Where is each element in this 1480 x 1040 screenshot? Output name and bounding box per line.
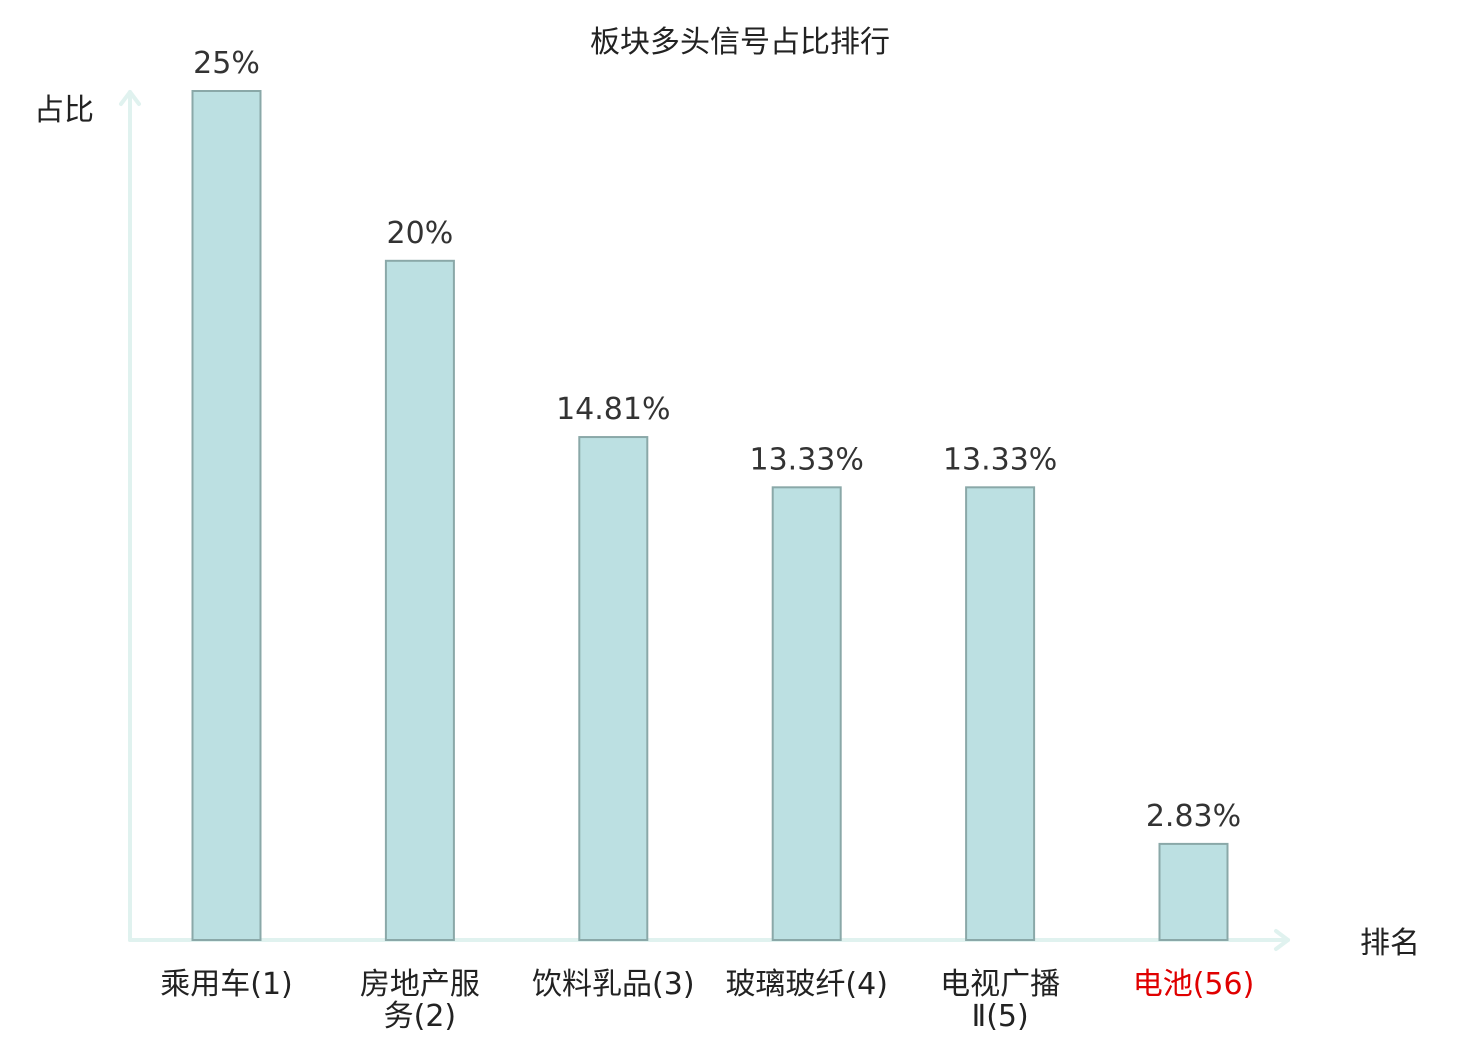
bar-value-label: 25% [193,46,260,81]
x-axis-arrow [1274,929,1290,951]
bar [771,486,842,941]
bar-value-label: 13.33% [750,442,864,477]
value-labels-group: 25% 20% 14.81% 13.33% 13.33% 2.83% [193,46,1241,834]
category-tick-label: 乘用车(1) [160,967,293,1002]
category-tick-label: 电池(56) [1133,967,1255,1002]
chart-title: 板块多头信号占比排行 [590,25,890,60]
bar-value-label: 13.33% [943,442,1057,477]
category-tick-label: 电视广播 [940,967,1060,1002]
bar [578,436,649,941]
bar [191,90,262,941]
x-axis-label: 排名 [1360,926,1420,961]
category-tick-label: 务(2) [384,999,457,1034]
bar-value-label: 14.81% [556,392,670,427]
bar [965,486,1036,941]
bar [1158,842,1229,941]
bar-value-label: 20% [387,216,454,251]
bar-value-label: 2.83% [1146,799,1241,834]
y-axis-label: 占比 [34,93,94,128]
bar [384,259,455,941]
category-tick-label: 饮料乳品(3) [532,967,695,1002]
category-tick-label: Ⅱ(5) [971,999,1028,1034]
category-tick-label: 玻璃玻纤(4) [725,967,888,1002]
bars-group [191,90,1229,941]
category-tick-label: 房地产服 [360,967,480,1002]
